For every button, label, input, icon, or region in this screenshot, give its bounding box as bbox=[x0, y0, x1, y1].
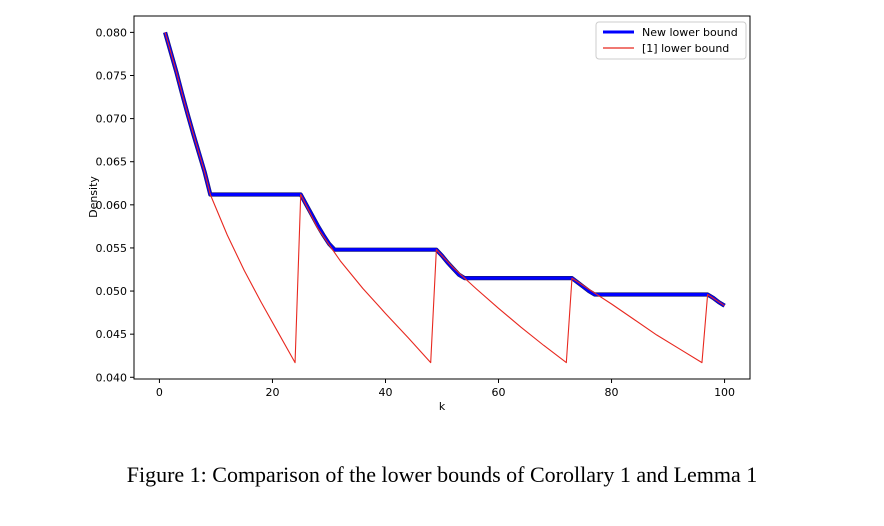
legend: New lower bound [1] lower bound bbox=[595, 21, 747, 60]
y-axis-ticks: 0.040 0.045 0.050 0.055 0.060 0.065 0.070 0.075… bbox=[96, 26, 134, 384]
y-tick-label: 0.070 bbox=[96, 113, 128, 126]
y-axis-label: Density bbox=[87, 176, 100, 218]
x-tick-label: 80 bbox=[605, 386, 619, 399]
y-tick-label: 0.050 bbox=[96, 285, 128, 298]
x-tick-label: 40 bbox=[378, 386, 392, 399]
chart-figure: 0 20 40 60 80 100 0.0400.0450.0500.0550.0600.… bbox=[87, 15, 751, 413]
y-tick-label: 0.075 bbox=[96, 69, 128, 82]
series-new-lower-bound-outline bbox=[163, 31, 726, 308]
series-layer bbox=[163, 31, 726, 364]
legend-label-ref-lower-bound: [1] lower bound bbox=[642, 42, 729, 55]
y-tick-label: 0.040 bbox=[96, 371, 128, 384]
x-tick-label: 0 bbox=[156, 386, 163, 399]
x-tick-label: 20 bbox=[265, 386, 279, 399]
y-tick-label: 0.080 bbox=[96, 26, 128, 39]
figure-caption: Figure 1: Comparison of the lower bounds… bbox=[126, 462, 758, 487]
plot-frame bbox=[133, 15, 751, 380]
y-tick-label: 0.060 bbox=[96, 199, 128, 212]
x-axis-ticks: 0 20 40 60 80 100 bbox=[156, 379, 735, 399]
x-tick-label: 100 bbox=[714, 386, 735, 399]
y-tick-label: 0.055 bbox=[96, 242, 128, 255]
y-tick-label: 0.045 bbox=[96, 328, 128, 341]
x-tick-label: 60 bbox=[492, 386, 506, 399]
series-new-lower-bound-line bbox=[163, 31, 726, 307]
legend-label-new-lower-bound: New lower bound bbox=[642, 26, 738, 39]
y-tick-label: 0.065 bbox=[96, 156, 128, 169]
series-ref-lower-bound-line bbox=[164, 32, 725, 364]
x-axis-label: k bbox=[439, 400, 446, 413]
